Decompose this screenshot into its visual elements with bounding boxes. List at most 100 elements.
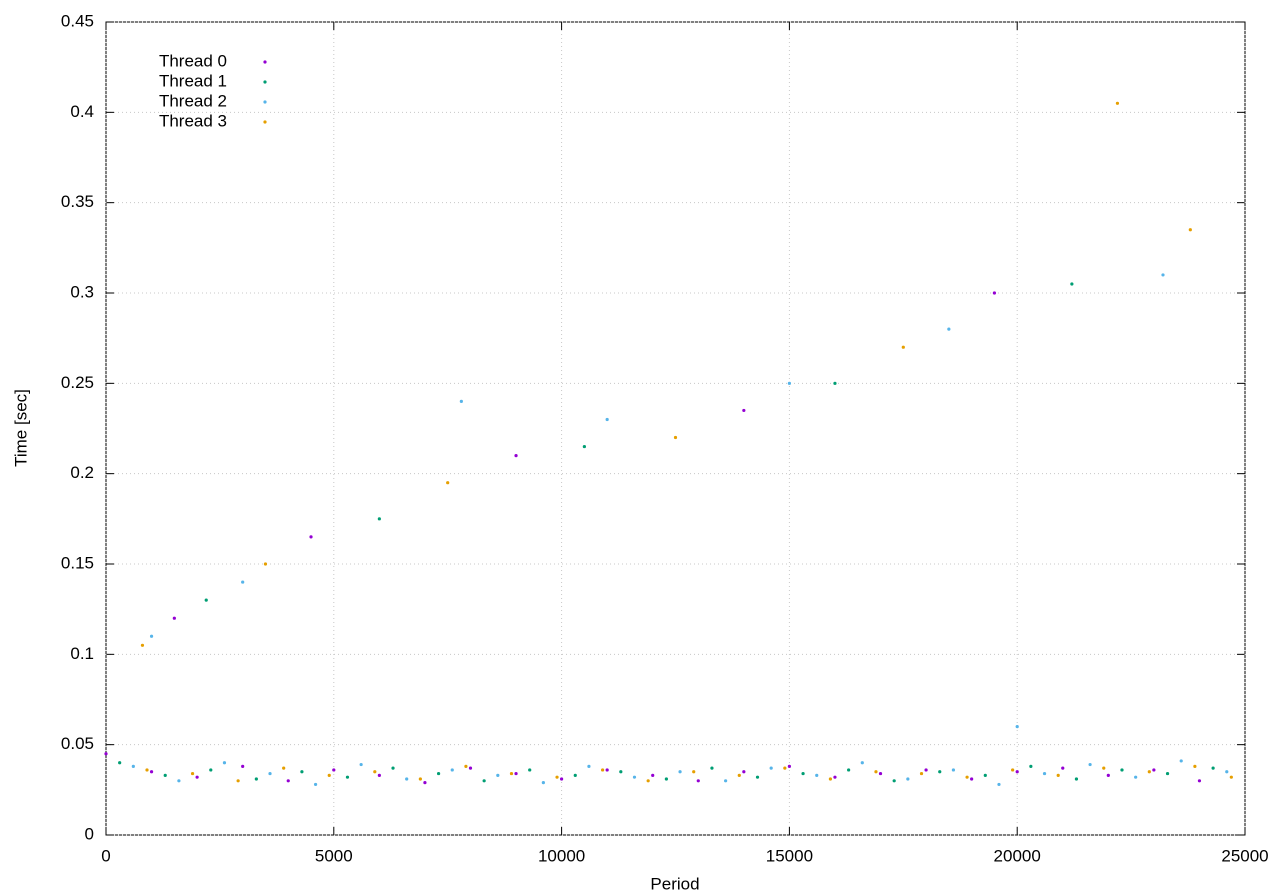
point [970, 777, 974, 781]
point [1152, 768, 1156, 772]
point [582, 444, 586, 449]
point [254, 777, 258, 781]
point [997, 782, 1001, 787]
point [1056, 773, 1060, 777]
point [482, 779, 486, 783]
point [436, 771, 441, 776]
legend-marker [263, 120, 267, 124]
point [359, 762, 363, 767]
point [651, 773, 655, 777]
point [1074, 777, 1079, 781]
point [787, 381, 792, 385]
point [587, 764, 591, 768]
x-tick-label: 25000 [1221, 846, 1268, 865]
point [828, 777, 833, 781]
legend-marker [263, 100, 267, 104]
point [1011, 768, 1015, 772]
point [241, 764, 245, 768]
legend-label: Thread 3 [159, 111, 227, 130]
point [833, 381, 837, 385]
y-tick-label: 0.15 [61, 553, 94, 572]
point [938, 770, 942, 774]
point [190, 771, 195, 776]
point [710, 766, 714, 770]
point [496, 773, 500, 777]
point [514, 454, 518, 458]
point [345, 775, 350, 779]
point [377, 517, 381, 521]
point [149, 770, 154, 774]
y-tick-label: 0.2 [70, 463, 94, 482]
point [815, 773, 819, 777]
x-tick-label: 20000 [994, 846, 1041, 865]
point [605, 417, 609, 422]
point [1197, 779, 1202, 783]
point [222, 761, 227, 765]
point [1106, 773, 1110, 777]
point [632, 775, 637, 779]
point [1193, 764, 1197, 768]
point [1015, 770, 1019, 774]
point [724, 779, 728, 783]
point [373, 770, 377, 774]
point [118, 761, 122, 765]
point [1015, 725, 1019, 729]
point [509, 771, 514, 776]
point [860, 761, 864, 765]
point [468, 766, 473, 770]
point [149, 634, 154, 638]
point [951, 768, 956, 772]
y-tick-label: 0.3 [70, 282, 94, 301]
legend-label: Thread 2 [159, 91, 227, 110]
point [300, 770, 304, 774]
point [1088, 762, 1092, 767]
point [459, 399, 463, 403]
point [104, 752, 108, 756]
point [528, 768, 532, 772]
legend-label: Thread 1 [159, 71, 227, 90]
point [555, 775, 559, 779]
point [177, 779, 181, 783]
point [573, 773, 577, 777]
point [878, 771, 883, 776]
point [874, 770, 878, 774]
y-tick-label: 0.05 [61, 734, 94, 753]
point [1120, 768, 1124, 772]
point [1061, 766, 1065, 770]
y-axis-label: Time [sec] [11, 389, 30, 467]
point [309, 535, 313, 539]
point [405, 777, 409, 781]
point [241, 580, 245, 584]
point [236, 779, 240, 783]
point [268, 771, 272, 776]
point [514, 771, 518, 776]
plot-frame [105, 21, 1246, 836]
legend-label: Thread 0 [159, 51, 227, 70]
y-tick-label: 0.1 [70, 644, 94, 663]
point [605, 768, 609, 772]
point [560, 777, 564, 781]
point [1179, 759, 1183, 763]
point [423, 781, 427, 785]
point [1070, 282, 1074, 286]
point [1042, 771, 1047, 776]
legend-marker [263, 60, 267, 64]
point [801, 771, 805, 776]
point [924, 768, 928, 772]
point [906, 777, 910, 781]
point [1102, 766, 1106, 770]
x-tick-label: 5000 [315, 846, 353, 865]
point [1229, 775, 1233, 779]
point [769, 766, 773, 770]
point [263, 562, 268, 566]
point [541, 781, 545, 785]
point [992, 291, 997, 295]
point [742, 408, 746, 413]
point [418, 777, 422, 781]
point [965, 775, 969, 779]
point [1029, 764, 1033, 768]
point [209, 768, 213, 772]
point [692, 770, 696, 774]
